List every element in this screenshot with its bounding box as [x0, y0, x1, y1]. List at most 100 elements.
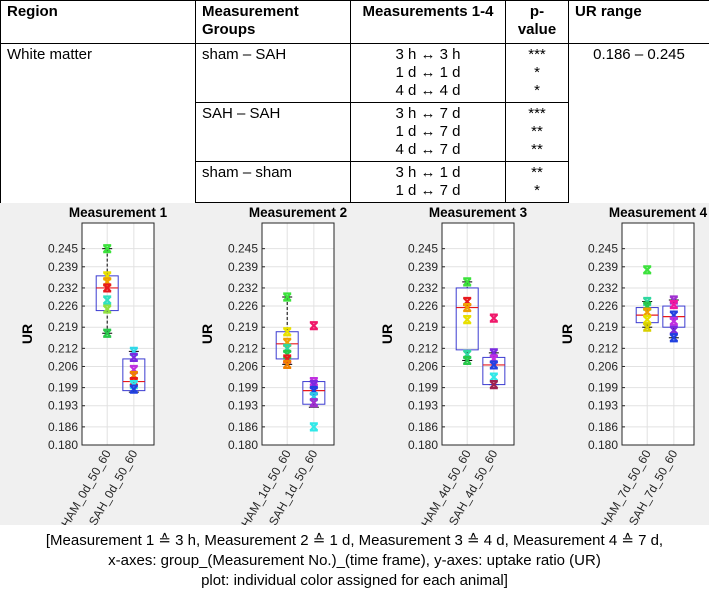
chart-title: Measurement 3 [429, 205, 528, 220]
chart-title: Measurement 2 [249, 205, 347, 220]
point [669, 325, 679, 335]
point [309, 321, 319, 331]
y-tick-label: 0.180 [48, 438, 78, 452]
group-name: SAH – SAH [195, 102, 351, 162]
point [462, 296, 472, 307]
point [669, 310, 679, 320]
point [642, 307, 652, 317]
point [462, 315, 472, 325]
point [489, 360, 499, 370]
y-tick-label: 0.180 [408, 438, 438, 452]
header-cell: Measurements 1-4 [350, 0, 506, 44]
point [669, 316, 679, 326]
y-tick-label: 0.212 [48, 341, 78, 355]
plot-area [82, 223, 154, 445]
caption-line: plot: individual color assigned for each… [201, 572, 508, 589]
y-tick-label: 0.245 [48, 242, 78, 256]
point [282, 354, 292, 364]
y-tick-label: 0.186 [588, 420, 618, 434]
p-value: *** [528, 46, 546, 63]
y-tick-label: 0.186 [48, 420, 78, 434]
y-axis-label: UR [559, 324, 575, 344]
group-row: sham – sham 3 h ↔ 1 d 1 d ↔ 7 d ** * [1, 161, 709, 203]
chart-title: Measurement 4 [609, 205, 708, 220]
y-tick-label: 0.232 [588, 281, 618, 295]
plot-frame [261, 222, 335, 446]
point [129, 364, 139, 375]
p-value: ** [531, 123, 543, 140]
y-tick-label: 0.245 [228, 242, 258, 256]
y-tick-label: 0.219 [588, 320, 618, 334]
y-tick-label: 0.226 [408, 299, 438, 313]
y-tick-label: 0.180 [588, 438, 618, 452]
header-row: Region Measurement Groups Measurements 1… [0, 0, 709, 44]
y-tick-label: 0.199 [588, 381, 618, 395]
group-row: White matter sham – SAH 3 h ↔ 3 h 1 d ↔ … [0, 43, 709, 203]
y-tick-label: 0.245 [588, 242, 618, 256]
p-values: ** * [505, 161, 569, 203]
point [102, 328, 112, 338]
y-tick-label: 0.232 [228, 281, 258, 295]
y-tick-label: 0.193 [48, 399, 78, 413]
point [102, 271, 112, 281]
point [462, 302, 472, 313]
y-tick-label: 0.245 [408, 242, 438, 256]
p-value: ** [531, 141, 543, 158]
y-tick-label: 0.193 [408, 399, 438, 413]
p-values: *** * * [505, 43, 569, 103]
point [642, 301, 652, 311]
point [669, 333, 679, 343]
y-tick-label: 0.186 [228, 420, 258, 434]
point [642, 322, 652, 332]
plot-area [622, 223, 694, 445]
y-axis-label: UR [379, 324, 395, 344]
header-cell: Measurement Groups [195, 0, 351, 44]
pair: 4 d ↔ 4 d [395, 82, 461, 99]
point [129, 346, 139, 356]
point [129, 370, 139, 381]
plot-frame [621, 222, 695, 446]
pair: 1 d ↔ 7 d [395, 123, 461, 140]
pair: 3 h ↔ 7 d [395, 105, 461, 122]
point [462, 277, 472, 287]
header-cell: UR range [568, 0, 709, 44]
y-axis-label: UR [19, 324, 35, 344]
y-tick-label: 0.212 [588, 341, 618, 355]
chart-title: Measurement 1 [69, 205, 168, 220]
point [309, 422, 319, 432]
y-tick-label: 0.226 [48, 299, 78, 313]
p-value: * [534, 82, 540, 99]
point [309, 398, 319, 408]
y-tick-label: 0.239 [48, 260, 78, 274]
pair: 3 h ↔ 1 d [395, 164, 461, 181]
point [102, 277, 112, 287]
pair: 1 d ↔ 7 d [395, 182, 461, 199]
caption: [Measurement 1 ≙ 3 h, Measurement 2 ≙ 1 … [0, 525, 709, 591]
y-tick-label: 0.219 [48, 320, 78, 334]
y-tick-label: 0.193 [228, 399, 258, 413]
point [282, 337, 292, 347]
point [102, 295, 112, 305]
point [309, 386, 319, 396]
point [489, 354, 499, 364]
y-tick-label: 0.232 [408, 281, 438, 295]
pairs: 3 h ↔ 1 d 1 d ↔ 7 d [350, 161, 506, 203]
point [642, 315, 652, 325]
y-tick-label: 0.199 [408, 381, 438, 395]
y-tick-label: 0.239 [408, 260, 438, 274]
point [669, 299, 679, 310]
header-cell: Region [0, 0, 196, 44]
p-value: ** [531, 164, 543, 181]
point [282, 359, 292, 369]
pair: 3 h ↔ 3 h [395, 46, 461, 63]
y-axis-label: UR [199, 324, 215, 344]
point [642, 265, 652, 275]
results-table: Region Measurement Groups Measurements 1… [0, 0, 709, 203]
caption-line: [Measurement 1 ≙ 3 h, Measurement 2 ≙ 1 … [45, 532, 664, 549]
point [309, 392, 319, 402]
point [282, 327, 292, 337]
y-tick-label: 0.206 [48, 359, 78, 373]
y-tick-label: 0.206 [228, 359, 258, 373]
y-tick-label: 0.232 [48, 281, 78, 295]
